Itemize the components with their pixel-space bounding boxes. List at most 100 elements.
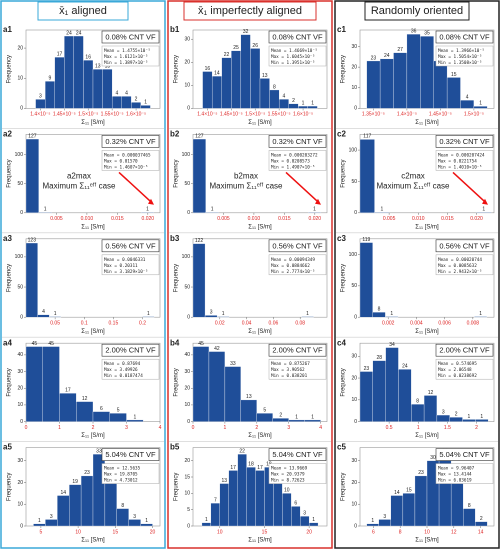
- stats-line: Min = 6.03619: [438, 478, 472, 484]
- bar-label: 2: [279, 413, 282, 419]
- panel-title: 0.56% CNT VF: [105, 241, 156, 250]
- x-tick-label: 1: [417, 425, 420, 431]
- bar-label: 1: [479, 101, 482, 107]
- stats-line: Min = 1.4607×10⁻⁵: [104, 164, 148, 170]
- bar-label: 26: [252, 43, 258, 49]
- y-tick-label: 0: [20, 419, 23, 425]
- bar: [255, 470, 265, 527]
- bar-label: 33: [96, 448, 102, 454]
- bar: [307, 105, 318, 109]
- stats-line: Min = 1.3508×10⁻⁵: [438, 60, 482, 66]
- bar-label: 13: [221, 478, 227, 484]
- x-tick-label: 0.06: [269, 321, 279, 327]
- y-tick-label: 30: [17, 369, 23, 375]
- y-tick-label: 100: [182, 152, 191, 158]
- bar: [476, 212, 492, 213]
- bar-label: 13: [262, 73, 268, 79]
- bar-label: 10: [284, 488, 290, 494]
- panel-title: 2.00% CNT VF: [105, 346, 156, 355]
- y-tick-label: 20: [351, 375, 357, 381]
- x-tick-label: 6: [372, 529, 375, 535]
- y-axis-label: Frequency: [174, 55, 180, 83]
- bar-label: 1: [371, 518, 374, 524]
- panel-label: b2: [170, 130, 180, 139]
- y-tick-label: 20: [184, 458, 190, 464]
- stats-line: Max = 1.6045×10⁻⁵: [271, 54, 315, 60]
- bar-label: 7: [214, 497, 217, 503]
- bar: [301, 316, 314, 318]
- panel-title: 5.04% CNT VF: [105, 450, 156, 459]
- stats-line: Mean = 0.00094349: [271, 257, 315, 263]
- bar: [111, 96, 122, 109]
- bar: [272, 418, 289, 422]
- bar: [59, 393, 77, 422]
- x-tick-label: 0: [192, 425, 195, 431]
- x-tick-label: 0.015: [441, 216, 454, 222]
- bar: [398, 369, 412, 422]
- title-box: [435, 135, 494, 148]
- bar-label: 24: [66, 30, 72, 36]
- stats-line: Max = 3.90562: [271, 367, 305, 373]
- bar: [372, 312, 386, 318]
- x-tick-label: 0.08: [295, 321, 305, 327]
- stats-line: Mean = 0.000207424: [438, 152, 485, 158]
- bar-label: 22: [224, 52, 230, 58]
- y-tick-label: 20: [17, 386, 23, 392]
- bar-label: 4: [42, 309, 45, 315]
- bar: [231, 50, 242, 109]
- stats-box: [435, 45, 494, 67]
- y-tick-label: 20: [17, 45, 23, 51]
- bar-label: 32: [243, 29, 249, 35]
- bar: [25, 138, 39, 213]
- bar: [102, 69, 113, 109]
- bar: [475, 521, 488, 527]
- bar-label: 1: [480, 414, 483, 420]
- bar: [385, 316, 399, 318]
- bar: [240, 34, 251, 109]
- x-tick-label: 4: [319, 425, 322, 431]
- stats-line: Max = 13.4144: [438, 472, 472, 478]
- stats-line: Mean = 12.5635: [104, 466, 141, 472]
- y-tick-label: 5: [187, 507, 190, 513]
- stats-line: Mean = 13.9669: [271, 466, 308, 472]
- x-axis-label: Σ₁₁ [S/m]: [248, 224, 272, 230]
- x-tick-label: 0.015: [111, 216, 124, 222]
- annotation: b2max: [234, 172, 258, 181]
- bar: [300, 516, 310, 527]
- title-box: [101, 135, 160, 148]
- bar-label: 13: [105, 64, 111, 70]
- y-tick-label: 50: [184, 181, 190, 187]
- stats-line: Min = 1.3951×10⁻⁵: [271, 60, 315, 66]
- x-axis-label: Σ₁₁ [S/m]: [248, 433, 272, 439]
- stats-line: Min = 2.9432×10⁻⁵: [438, 269, 482, 275]
- column-frame: [0, 0, 166, 549]
- bar: [256, 413, 273, 422]
- title-box: [268, 135, 327, 148]
- panel-label: a4: [3, 338, 12, 347]
- stats-line: Mean = 0.0046331: [104, 257, 146, 263]
- bar-label: 6: [100, 406, 103, 412]
- stats-box: [268, 150, 327, 171]
- bar: [92, 411, 110, 422]
- panel-label: b3: [170, 234, 180, 243]
- stats-line: Min = 2.7774×10⁻⁵: [271, 269, 315, 275]
- bar-label: 3: [383, 514, 386, 520]
- y-tick-label: 50: [17, 284, 23, 290]
- y-axis-label: Frequency: [7, 368, 13, 396]
- stats-box: [268, 45, 327, 67]
- bar-label: 1: [312, 517, 315, 523]
- bar-label: 8: [468, 503, 471, 509]
- bar-label: 30: [430, 455, 436, 461]
- x-tick-label: 0.02: [215, 321, 225, 327]
- y-tick-label: 30: [351, 44, 357, 50]
- y-axis-label: Frequency: [341, 368, 347, 396]
- bar: [92, 69, 103, 109]
- stats-line: Max = 0.0208573: [271, 158, 310, 164]
- y-tick-label: 30: [17, 458, 23, 464]
- bar: [291, 506, 301, 527]
- panel-label: c2: [337, 130, 346, 139]
- bar: [282, 493, 292, 527]
- x-tick-label: 2: [92, 425, 95, 431]
- y-tick-label: 0: [354, 106, 357, 112]
- column-frame: [167, 0, 333, 549]
